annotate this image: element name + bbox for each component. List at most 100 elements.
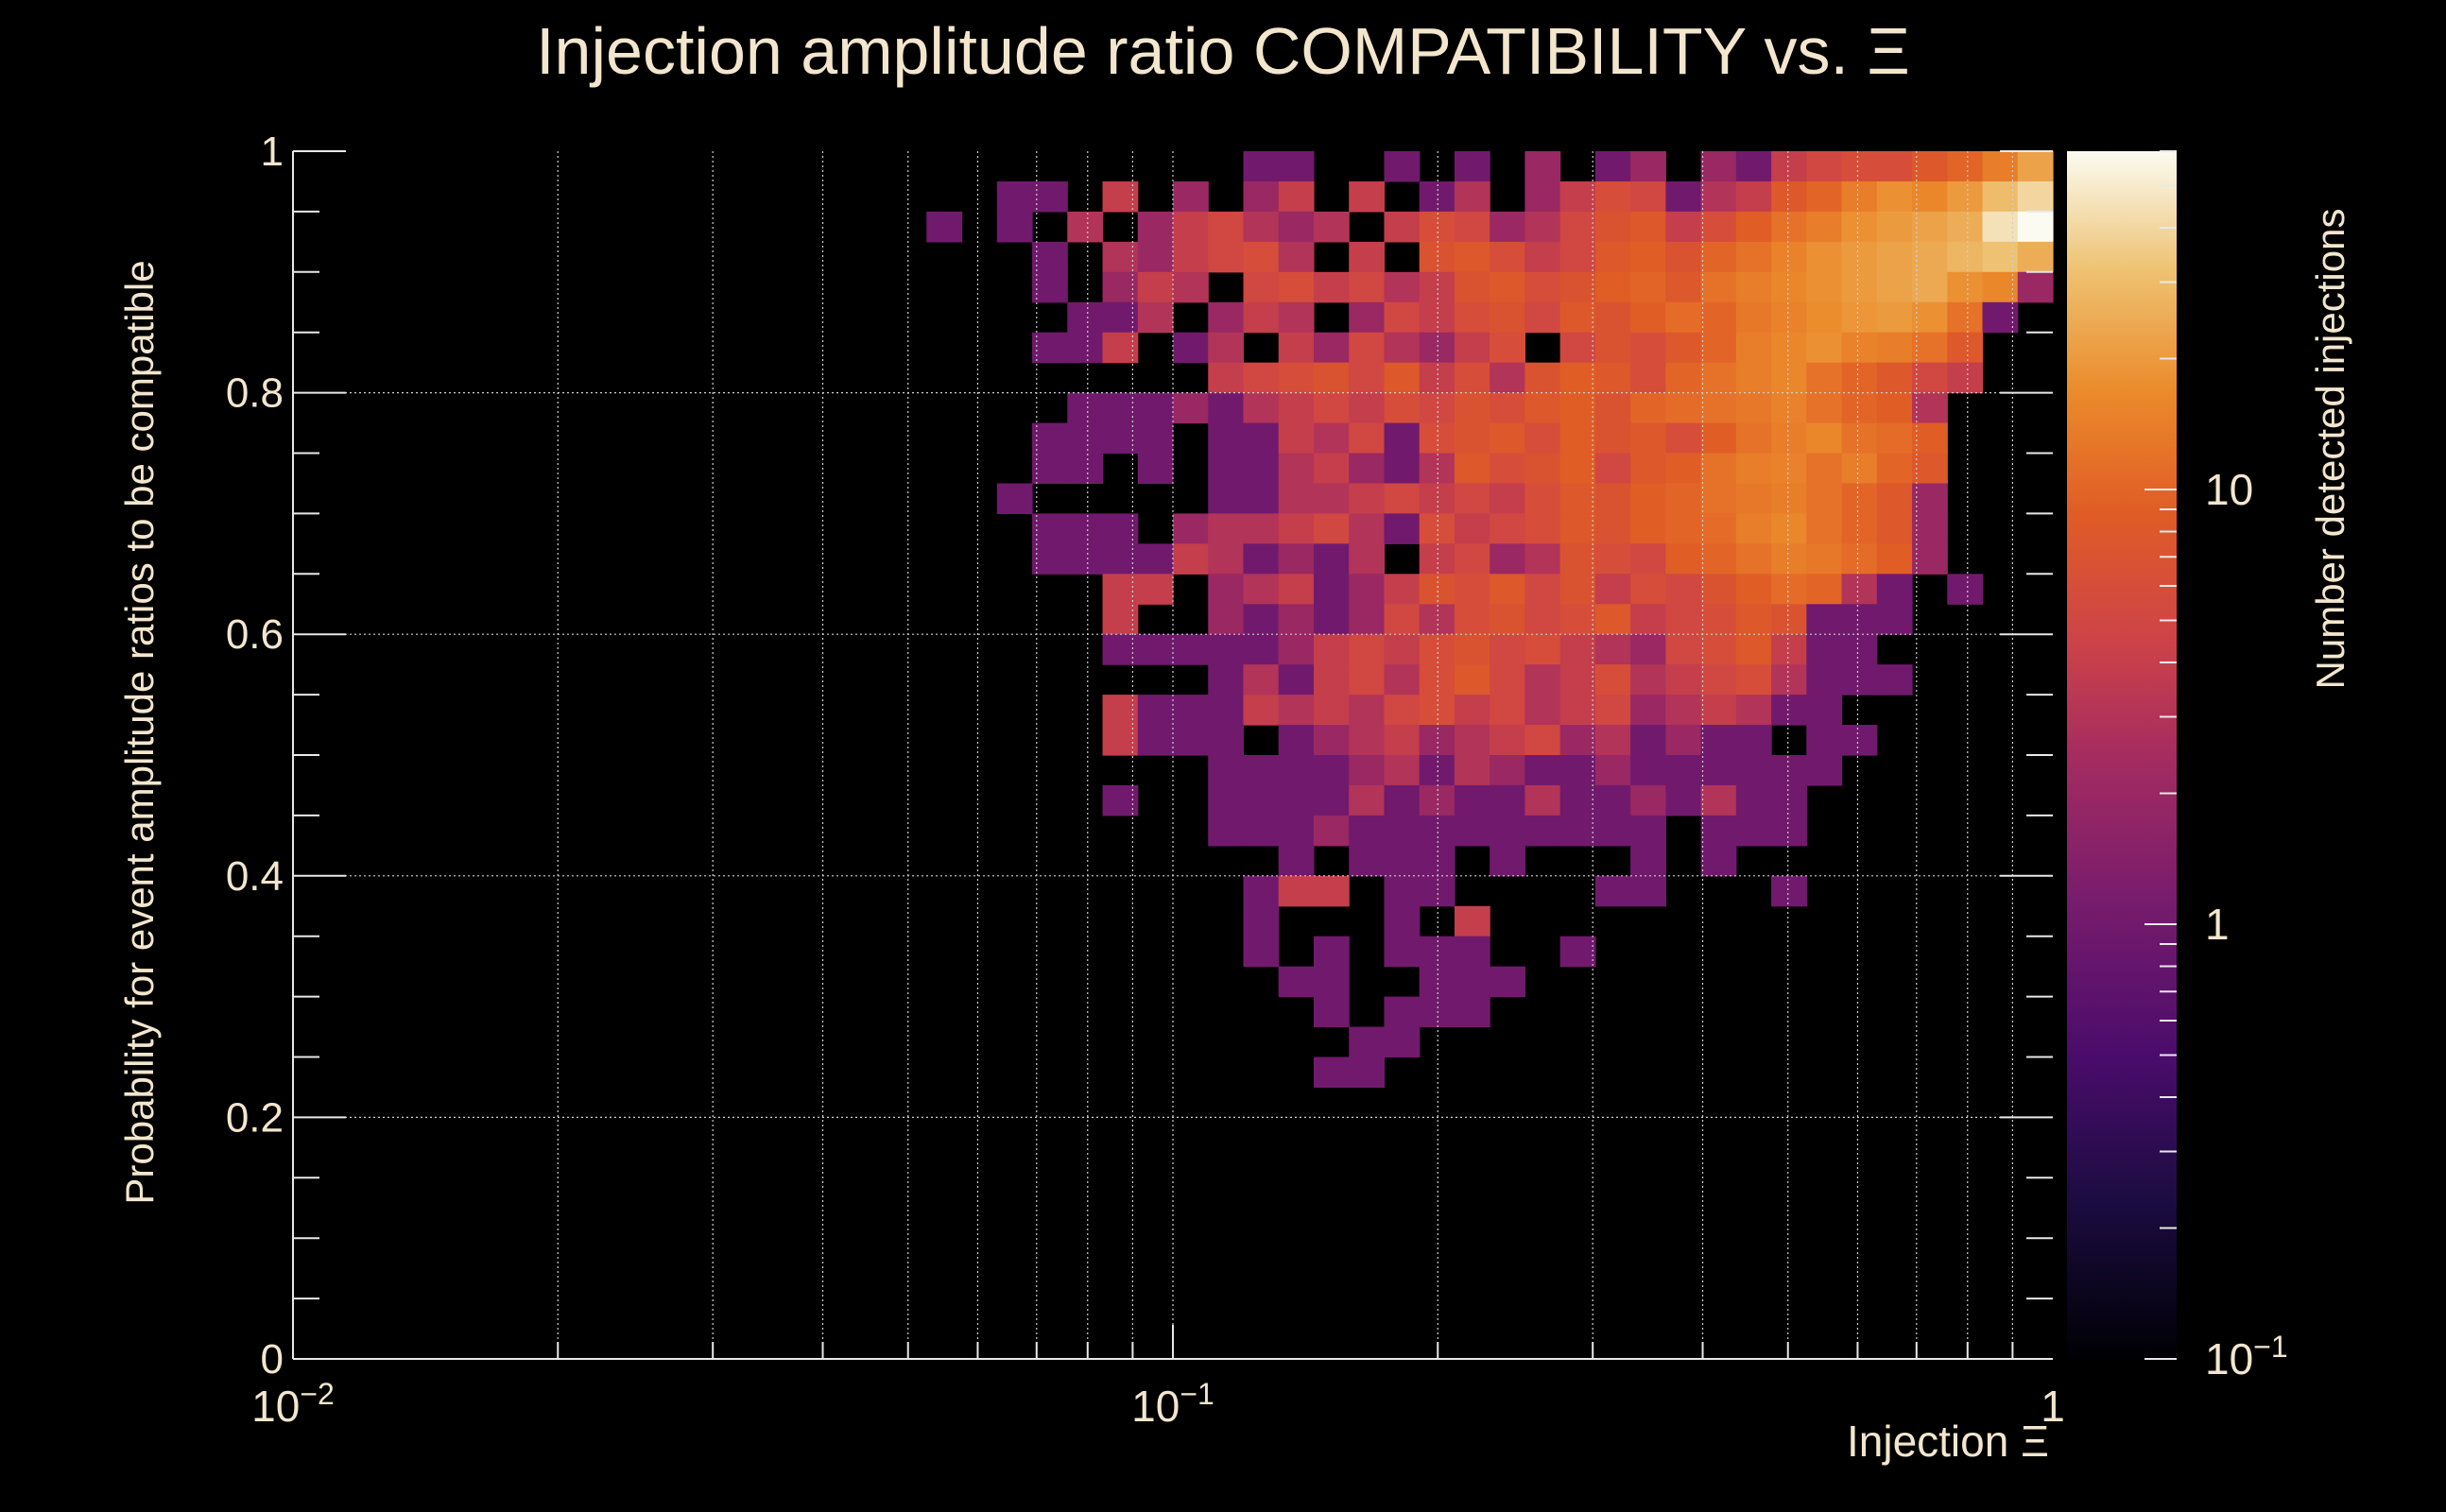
heatmap-cell: [1490, 543, 1525, 575]
heatmap-cell: [1665, 543, 1702, 575]
heatmap-cell: [1384, 271, 1421, 303]
heatmap-cell: [1208, 543, 1245, 575]
heatmap-cell: [1313, 271, 1350, 303]
heatmap-cell: [1243, 634, 1280, 665]
heatmap-cell: [1173, 180, 1209, 213]
heatmap-cell: [1559, 815, 1596, 847]
heatmap-cell: [1032, 241, 1068, 273]
heatmap-cell: [1912, 392, 1948, 424]
heatmap-cell: [1349, 301, 1386, 334]
heatmap-cell: [1384, 211, 1421, 243]
heatmap-cell: [1313, 513, 1350, 544]
heatmap-cell: [1594, 241, 1631, 273]
heatmap-cell: [1419, 784, 1456, 816]
heatmap-cell: [1665, 180, 1702, 213]
heatmap-cell: [1419, 725, 1456, 756]
heatmap-cell: [1349, 362, 1386, 394]
heatmap-cell: [1208, 574, 1245, 605]
heatmap-cell: [1841, 271, 1878, 303]
heatmap-cell: [1771, 543, 1807, 575]
heatmap-cell: [1912, 483, 1948, 514]
heatmap-cell: [1912, 362, 1948, 394]
heatmap-cell: [1243, 483, 1280, 514]
heatmap-cell: [1594, 725, 1631, 756]
heatmap-cell: [1454, 392, 1490, 424]
heatmap-cell: [1454, 996, 1490, 1028]
heatmap-cell: [1594, 211, 1631, 243]
heatmap-cell: [1419, 180, 1456, 213]
heatmap-cell: [1278, 604, 1315, 635]
heatmap-cell: [1806, 301, 1843, 334]
heatmap-cell: [1524, 725, 1561, 756]
heatmap-cell: [1700, 362, 1737, 394]
heatmap-cell: [1630, 784, 1666, 816]
heatmap-cell: [1912, 422, 1948, 455]
x-tick-label: 10−2: [251, 1377, 335, 1431]
heatmap-cell: [1594, 695, 1631, 726]
heatmap-cell: [1559, 755, 1596, 786]
heatmap-cell: [1630, 332, 1666, 364]
heatmap-cell: [1490, 845, 1525, 877]
heatmap-cell: [1137, 725, 1174, 756]
heatmap-cell: [1630, 604, 1666, 635]
heatmap-cell: [1559, 301, 1596, 334]
heatmap-cell: [1278, 271, 1315, 303]
heatmap-cell: [1735, 725, 1772, 756]
heatmap-cell: [1559, 422, 1596, 455]
heatmap-cell: [1313, 784, 1350, 816]
heatmap-cell: [1700, 483, 1737, 514]
heatmap-cell: [1594, 513, 1631, 544]
heatmap-cell: [1771, 422, 1807, 455]
heatmap-cell: [1876, 211, 1913, 243]
heatmap-cell: [1454, 271, 1490, 303]
heatmap-cell: [1630, 180, 1666, 213]
heatmap-cell: [1278, 180, 1315, 213]
heatmap-cell: [1349, 543, 1386, 575]
heatmap-cell: [1524, 755, 1561, 786]
heatmap-cell: [1700, 151, 1737, 182]
heatmap-cell: [1735, 422, 1772, 455]
heatmap-cell: [1665, 725, 1702, 756]
heatmap-cell: [1665, 301, 1702, 334]
heatmap-cell: [1771, 634, 1807, 665]
heatmap-cell: [1700, 664, 1737, 696]
heatmap-cell: [1524, 422, 1561, 455]
heatmap-cell: [1349, 453, 1386, 485]
heatmap-cell: [1349, 241, 1386, 273]
heatmap-cell: [1806, 180, 1843, 213]
heatmap-cell: [1208, 422, 1245, 455]
heatmap-cell: [996, 211, 1033, 243]
heatmap-cell: [1490, 784, 1525, 816]
heatmap-cell: [1067, 513, 1104, 544]
heatmap-cell: [1665, 513, 1702, 544]
heatmap-cell: [1419, 755, 1456, 786]
heatmap-cell: [1243, 392, 1280, 424]
heatmap-cell: [1102, 332, 1139, 364]
heatmap-cell: [1947, 151, 1984, 182]
heatmap-cell: [1876, 604, 1913, 635]
heatmap-cell: [1594, 301, 1631, 334]
heatmap-cell: [1384, 392, 1421, 424]
x-tick-label: 1: [2041, 1382, 2065, 1431]
heatmap-cell: [1665, 332, 1702, 364]
x-tick-label: 10−1: [1131, 1377, 1214, 1431]
heatmap-cell: [1102, 271, 1139, 303]
heatmap-cell: [1313, 392, 1350, 424]
heatmap-cell: [1700, 241, 1737, 273]
heatmap-cell: [1384, 422, 1421, 455]
heatmap-cell: [926, 211, 963, 243]
heatmap-cell: [1735, 695, 1772, 726]
heatmap-cell: [1771, 784, 1807, 816]
heatmap-cell: [1243, 180, 1280, 213]
heatmap-cell: [1208, 513, 1245, 544]
heatmap-cell: [1243, 362, 1280, 394]
heatmap-cell: [1278, 332, 1315, 364]
colorbar-label: Number detected injections: [2308, 208, 2352, 690]
heatmap-cell: [1490, 604, 1525, 635]
chart-title: Injection amplitude ratio COMPATIBILITY …: [536, 14, 1910, 88]
heatmap-cell: [1454, 966, 1490, 998]
heatmap-cell: [1384, 784, 1421, 816]
heatmap-cell: [1700, 784, 1737, 816]
heatmap-cell: [1735, 241, 1772, 273]
heatmap-cell: [1524, 483, 1561, 514]
